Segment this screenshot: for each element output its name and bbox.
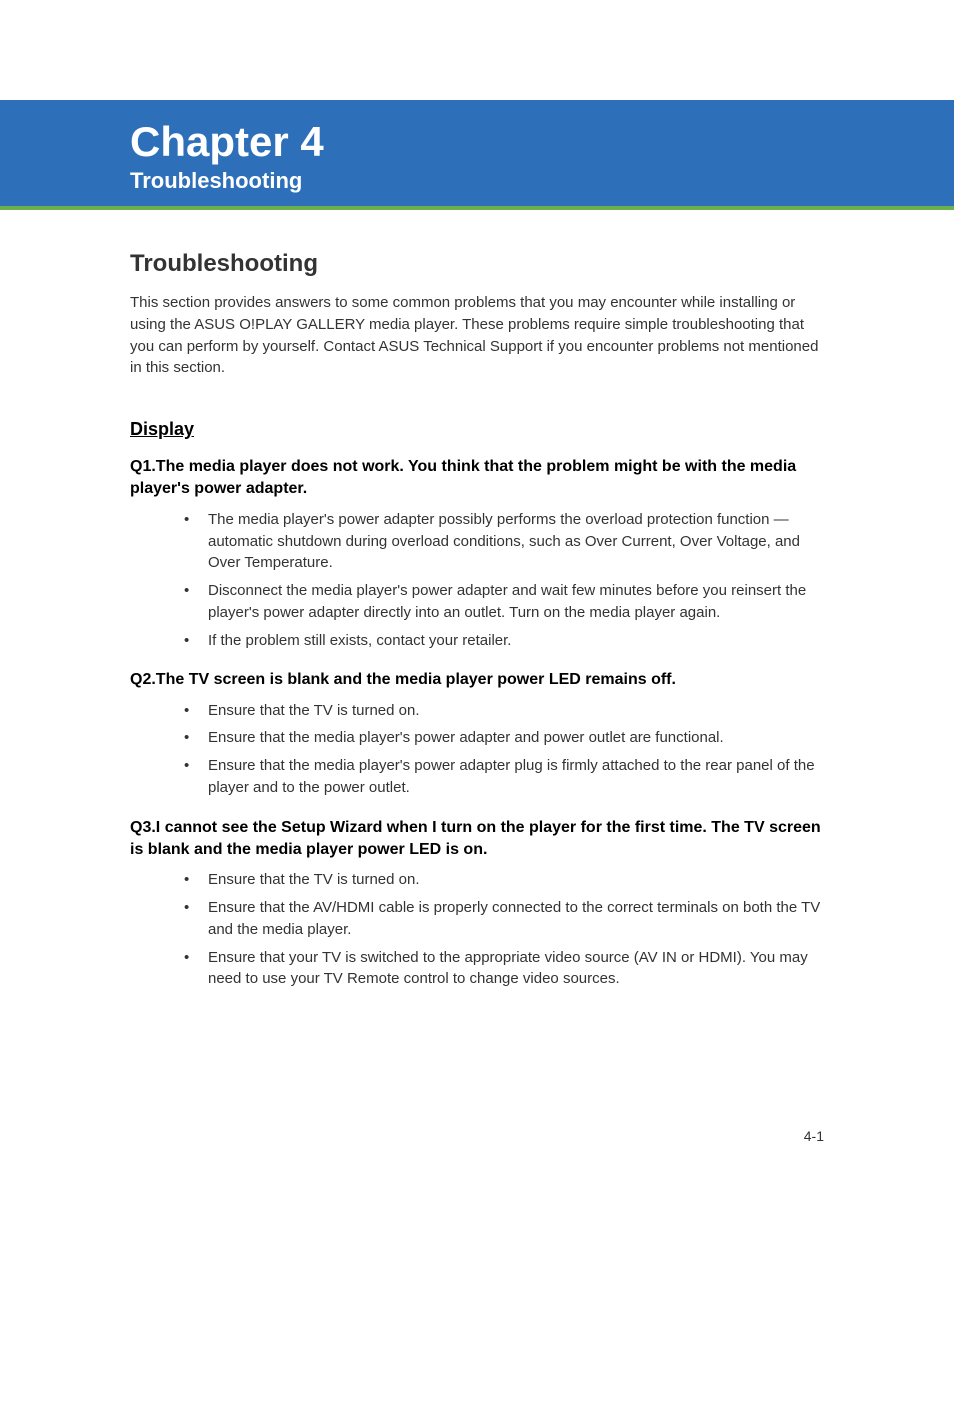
- chapter-header-band: Chapter 4 Troubleshooting: [0, 100, 954, 210]
- question-3: Q3. I cannot see the Setup Wizard when I…: [130, 817, 824, 862]
- qa-block: Q3. I cannot see the Setup Wizard when I…: [130, 817, 824, 991]
- main-heading: Troubleshooting: [130, 250, 824, 278]
- question-2-text: The TV screen is blank and the media pla…: [156, 671, 676, 688]
- answer-item: Ensure that the AV/HDMI cable is properl…: [184, 897, 824, 941]
- question-3-text: I cannot see the Setup Wizard when I tur…: [130, 819, 821, 858]
- question-3-prefix: Q3.: [130, 817, 156, 839]
- qa-block: Q1. The media player does not work. You …: [130, 456, 824, 651]
- answer-item: If the problem still exists, contact you…: [184, 630, 824, 652]
- answer-item: Ensure that the TV is turned on.: [184, 869, 824, 891]
- chapter-title: Troubleshooting: [130, 168, 954, 194]
- page-number: 4-1: [0, 1128, 954, 1144]
- question-1-text: The media player does not work. You thin…: [130, 458, 796, 497]
- answer-list-1: The media player's power adapter possibl…: [130, 509, 824, 652]
- question-1: Q1. The media player does not work. You …: [130, 456, 824, 501]
- answer-item: The media player's power adapter possibl…: [184, 509, 824, 574]
- document-page: Chapter 4 Troubleshooting Troubleshootin…: [0, 100, 954, 1144]
- answer-item: Disconnect the media player's power adap…: [184, 580, 824, 624]
- section-heading-display: Display: [130, 419, 824, 440]
- answer-item: Ensure that the media player's power ada…: [184, 727, 824, 749]
- content-area: Troubleshooting This section provides an…: [0, 210, 954, 1068]
- answer-item: Ensure that the TV is turned on.: [184, 700, 824, 722]
- answer-list-2: Ensure that the TV is turned on. Ensure …: [130, 700, 824, 799]
- question-1-prefix: Q1.: [130, 456, 156, 478]
- answer-item: Ensure that your TV is switched to the a…: [184, 947, 824, 991]
- answer-item: Ensure that the media player's power ada…: [184, 755, 824, 799]
- chapter-number: Chapter 4: [130, 118, 954, 166]
- question-2: Q2. The TV screen is blank and the media…: [130, 669, 824, 691]
- answer-list-3: Ensure that the TV is turned on. Ensure …: [130, 869, 824, 990]
- question-2-prefix: Q2.: [130, 669, 156, 691]
- qa-block: Q2. The TV screen is blank and the media…: [130, 669, 824, 798]
- intro-paragraph: This section provides answers to some co…: [130, 292, 824, 379]
